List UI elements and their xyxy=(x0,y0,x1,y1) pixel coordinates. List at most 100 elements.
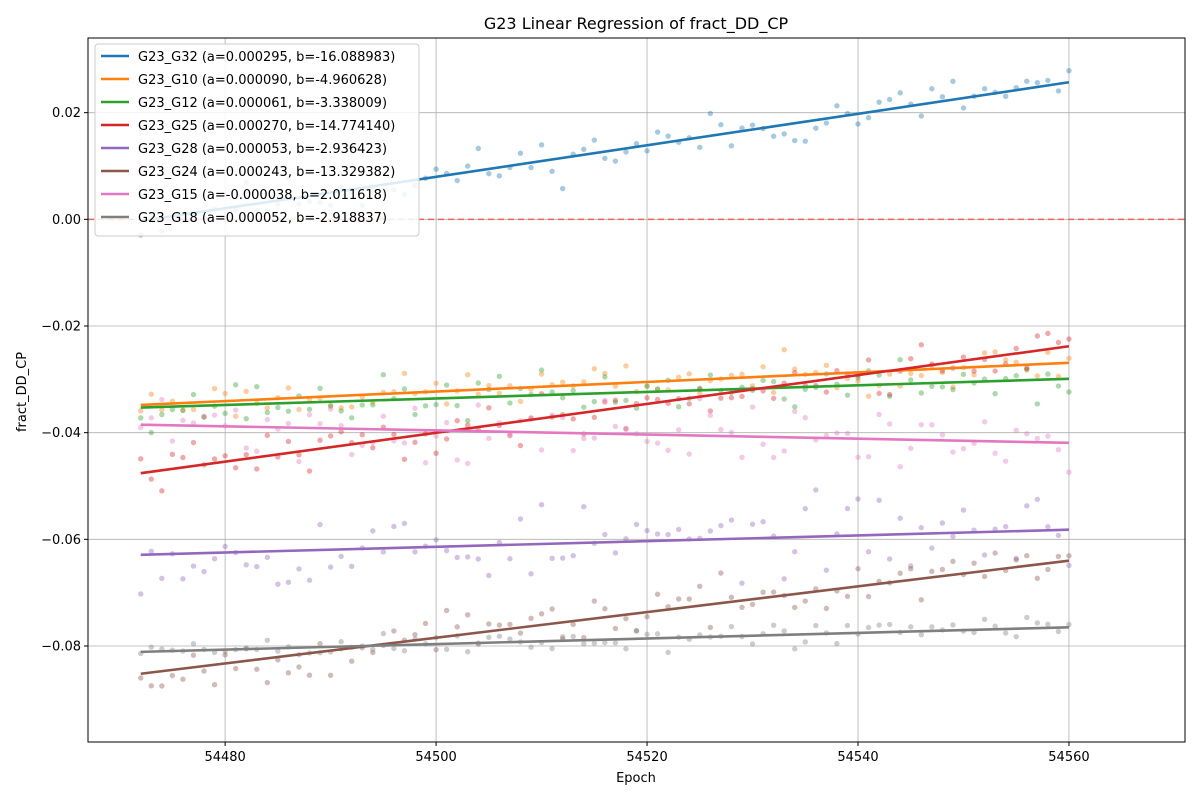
scatter-point xyxy=(422,620,429,627)
scatter-point xyxy=(159,411,165,418)
scatter-point xyxy=(243,451,249,458)
scatter-point xyxy=(507,621,513,628)
scatter-point xyxy=(517,516,524,522)
scatter-point xyxy=(960,354,967,360)
scatter-point xyxy=(981,616,988,622)
scatter-point xyxy=(760,589,766,595)
scatter-point xyxy=(275,404,281,411)
scatter-point xyxy=(380,413,387,419)
scatter-point xyxy=(148,548,154,554)
scatter-point xyxy=(517,630,524,636)
scatter-point xyxy=(538,142,545,148)
scatter-point xyxy=(138,675,144,681)
scatter-point xyxy=(465,163,471,169)
scatter-point xyxy=(443,401,450,407)
scatter-point xyxy=(1045,566,1051,573)
scatter-point xyxy=(908,355,914,362)
scatter-point xyxy=(507,636,513,642)
scatter-point xyxy=(612,397,619,403)
scatter-point xyxy=(612,550,619,556)
legend-entry: G23_G25 (a=0.000270, b=-14.774140) xyxy=(138,119,395,134)
scatter-point xyxy=(222,652,228,658)
scatter-point xyxy=(602,397,608,403)
scatter-point xyxy=(971,560,977,566)
scatter-point xyxy=(760,377,766,384)
scatter-point xyxy=(443,382,450,388)
scatter-point xyxy=(623,397,629,403)
scatter-point xyxy=(264,416,271,423)
scatter-point xyxy=(1055,383,1062,389)
scatter-point xyxy=(486,382,492,389)
scatter-point xyxy=(908,624,914,630)
scatter-point xyxy=(222,453,228,459)
scatter-point xyxy=(465,417,471,424)
scatter-point xyxy=(728,395,735,401)
scatter-point xyxy=(654,631,661,637)
scatter-point xyxy=(570,416,576,422)
scatter-point xyxy=(950,622,956,628)
scatter-point xyxy=(433,646,439,653)
scatter-point xyxy=(612,399,619,405)
regression-line xyxy=(140,528,1070,557)
scatter-point xyxy=(950,449,956,455)
scatter-point xyxy=(760,519,766,525)
scatter-point xyxy=(433,450,439,456)
scatter-point xyxy=(707,624,714,631)
scatter-point xyxy=(612,625,619,632)
scatter-point xyxy=(1013,557,1019,563)
scatter-point xyxy=(454,554,460,561)
y-tick-label: −0.02 xyxy=(41,320,81,335)
scatter-point xyxy=(644,527,650,534)
scatter-point xyxy=(180,407,186,414)
scatter-point xyxy=(612,383,619,389)
scatter-point xyxy=(285,670,292,676)
scatter-point xyxy=(886,621,893,628)
scatter-point xyxy=(285,438,292,445)
scatter-point xyxy=(781,347,787,353)
scatter-point xyxy=(908,377,914,383)
scatter-point xyxy=(623,426,629,432)
scatter-point xyxy=(475,145,481,152)
scatter-point xyxy=(581,504,587,510)
scatter-point xyxy=(169,672,176,679)
scatter-point xyxy=(401,520,408,527)
scatter-point xyxy=(612,423,619,430)
scatter-point xyxy=(792,604,798,611)
scatter-point xyxy=(201,413,207,420)
scatter-point xyxy=(718,426,724,433)
scatter-point xyxy=(654,531,661,537)
scatter-point xyxy=(633,521,640,528)
scatter-point xyxy=(908,563,914,569)
scatter-point xyxy=(939,432,946,438)
scatter-point xyxy=(306,672,313,678)
y-axis-ticks: −0.08 −0.06 −0.04 −0.02 0.00 0.02 xyxy=(41,106,88,655)
scatter-point xyxy=(581,379,587,385)
scatter-point xyxy=(528,164,534,171)
legend-entry: G23_G15 (a=-0.000038, b=2.011618) xyxy=(138,188,387,203)
scatter-point xyxy=(317,640,323,647)
scatter-point xyxy=(465,612,471,618)
scatter-point xyxy=(781,131,787,137)
scatter-point xyxy=(802,138,808,144)
scatter-point xyxy=(908,566,914,572)
x-axis-ticks: 54480 54500 54520 54540 54560 xyxy=(204,742,1090,765)
scatter-point xyxy=(897,515,903,521)
scatter-point xyxy=(412,405,418,412)
scatter-point xyxy=(475,391,481,398)
scatter-point xyxy=(433,433,439,439)
scatter-point xyxy=(433,537,439,543)
scatter-point xyxy=(633,628,640,634)
scatter-point xyxy=(1034,575,1041,582)
scatter-point xyxy=(939,566,946,573)
scatter-point xyxy=(296,664,302,670)
scatter-point xyxy=(1045,433,1051,439)
scatter-point xyxy=(770,395,777,402)
scatter-point xyxy=(918,390,924,396)
scatter-point xyxy=(1034,333,1041,339)
scatter-point xyxy=(865,114,872,121)
x-tick-label: 54480 xyxy=(204,750,245,765)
scatter-point xyxy=(306,412,313,418)
scatter-point xyxy=(939,369,946,376)
scatter-point xyxy=(802,598,808,604)
scatter-point xyxy=(486,405,492,411)
